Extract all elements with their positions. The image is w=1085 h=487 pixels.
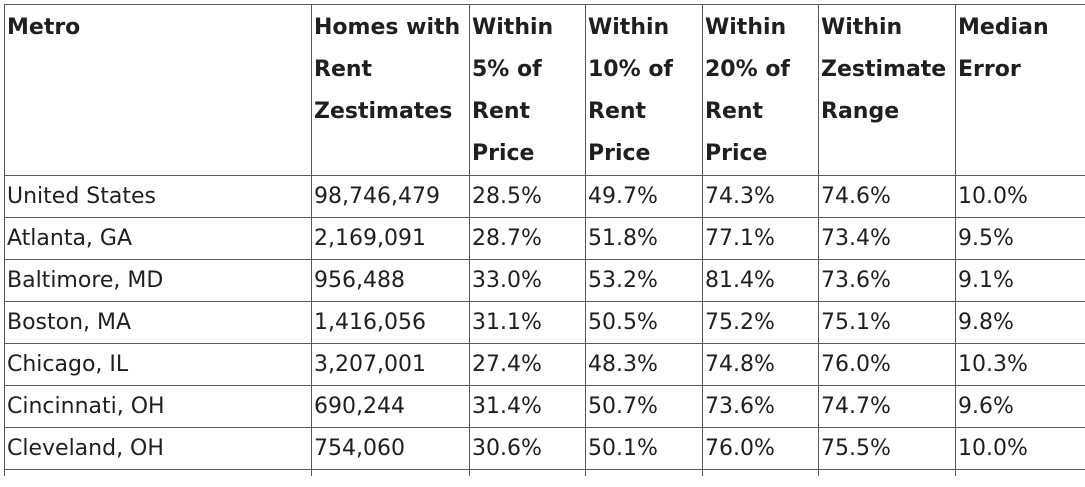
cell-median-error: 9.8% bbox=[955, 301, 1085, 344]
table-row: United States 98,746,479 28.5% 49.7% 74.… bbox=[4, 175, 1085, 218]
cell-within-10: 50.5% bbox=[585, 301, 703, 344]
cell-within-20: 75.2% bbox=[702, 301, 819, 344]
cell-within-range: 76.0% bbox=[818, 343, 956, 386]
cell-metro: Boston, MA bbox=[4, 301, 312, 344]
table-row: Atlanta, GA 2,169,091 28.7% 51.8% 77.1% … bbox=[4, 217, 1085, 260]
cell-empty bbox=[955, 469, 1085, 476]
cell-median-error: 10.0% bbox=[955, 175, 1085, 218]
cell-homes: 1,416,056 bbox=[311, 301, 470, 344]
header-median-error: Median Error bbox=[955, 4, 1085, 176]
cell-within-20: 73.6% bbox=[702, 385, 819, 428]
cell-homes: 2,169,091 bbox=[311, 217, 470, 260]
cell-within-range: 74.7% bbox=[818, 385, 956, 428]
cell-within-10: 48.3% bbox=[585, 343, 703, 386]
cell-within-range: 74.6% bbox=[818, 175, 956, 218]
cell-median-error: 9.6% bbox=[955, 385, 1085, 428]
cell-metro: Atlanta, GA bbox=[4, 217, 312, 260]
header-within-20-percent: Within 20% of Rent Price bbox=[702, 4, 819, 176]
header-within-5-percent: Within 5% of Rent Price bbox=[469, 4, 586, 176]
cell-within-20: 74.8% bbox=[702, 343, 819, 386]
rent-zestimate-accuracy-table: Metro Homes with Rent Zestimates Within … bbox=[4, 4, 1085, 476]
table-row: Cleveland, OH 754,060 30.6% 50.1% 76.0% … bbox=[4, 427, 1085, 470]
header-within-zestimate-range: Within Zestimate Range bbox=[818, 4, 956, 176]
cell-within-10: 50.1% bbox=[585, 427, 703, 470]
cell-within-5: 33.0% bbox=[469, 259, 586, 302]
cell-empty bbox=[311, 469, 470, 476]
table-row-cut-off bbox=[4, 469, 1085, 476]
cell-homes: 98,746,479 bbox=[311, 175, 470, 218]
cell-within-range: 73.6% bbox=[818, 259, 956, 302]
header-homes-with-rent-zestimates: Homes with Rent Zestimates bbox=[311, 4, 470, 176]
cell-within-20: 74.3% bbox=[702, 175, 819, 218]
cell-within-5: 31.1% bbox=[469, 301, 586, 344]
cell-within-10: 51.8% bbox=[585, 217, 703, 260]
table-row: Cincinnati, OH 690,244 31.4% 50.7% 73.6%… bbox=[4, 385, 1085, 428]
header-metro: Metro bbox=[4, 4, 312, 176]
header-row: Metro Homes with Rent Zestimates Within … bbox=[4, 4, 1085, 176]
cell-metro: Cleveland, OH bbox=[4, 427, 312, 470]
cell-metro: Chicago, IL bbox=[4, 343, 312, 386]
cell-within-5: 31.4% bbox=[469, 385, 586, 428]
cell-within-5: 27.4% bbox=[469, 343, 586, 386]
cell-within-range: 73.4% bbox=[818, 217, 956, 260]
cell-empty bbox=[585, 469, 703, 476]
cell-within-range: 75.1% bbox=[818, 301, 956, 344]
cell-homes: 3,207,001 bbox=[311, 343, 470, 386]
cell-within-20: 81.4% bbox=[702, 259, 819, 302]
cell-empty bbox=[702, 469, 819, 476]
cell-within-5: 30.6% bbox=[469, 427, 586, 470]
cell-metro: United States bbox=[4, 175, 312, 218]
cell-homes: 754,060 bbox=[311, 427, 470, 470]
cell-within-20: 77.1% bbox=[702, 217, 819, 260]
cell-metro: Baltimore, MD bbox=[4, 259, 312, 302]
cell-within-20: 76.0% bbox=[702, 427, 819, 470]
cell-within-5: 28.7% bbox=[469, 217, 586, 260]
cell-homes: 690,244 bbox=[311, 385, 470, 428]
cell-within-10: 53.2% bbox=[585, 259, 703, 302]
cell-median-error: 9.5% bbox=[955, 217, 1085, 260]
table-row: Boston, MA 1,416,056 31.1% 50.5% 75.2% 7… bbox=[4, 301, 1085, 344]
cell-within-10: 50.7% bbox=[585, 385, 703, 428]
cell-empty bbox=[469, 469, 586, 476]
cell-median-error: 10.0% bbox=[955, 427, 1085, 470]
cell-within-range: 75.5% bbox=[818, 427, 956, 470]
cell-empty bbox=[4, 469, 312, 476]
header-within-10-percent: Within 10% of Rent Price bbox=[585, 4, 703, 176]
table-row: Baltimore, MD 956,488 33.0% 53.2% 81.4% … bbox=[4, 259, 1085, 302]
cell-metro: Cincinnati, OH bbox=[4, 385, 312, 428]
cell-homes: 956,488 bbox=[311, 259, 470, 302]
cell-empty bbox=[818, 469, 956, 476]
cell-median-error: 10.3% bbox=[955, 343, 1085, 386]
cell-median-error: 9.1% bbox=[955, 259, 1085, 302]
table-row: Chicago, IL 3,207,001 27.4% 48.3% 74.8% … bbox=[4, 343, 1085, 386]
cell-within-5: 28.5% bbox=[469, 175, 586, 218]
cell-within-10: 49.7% bbox=[585, 175, 703, 218]
